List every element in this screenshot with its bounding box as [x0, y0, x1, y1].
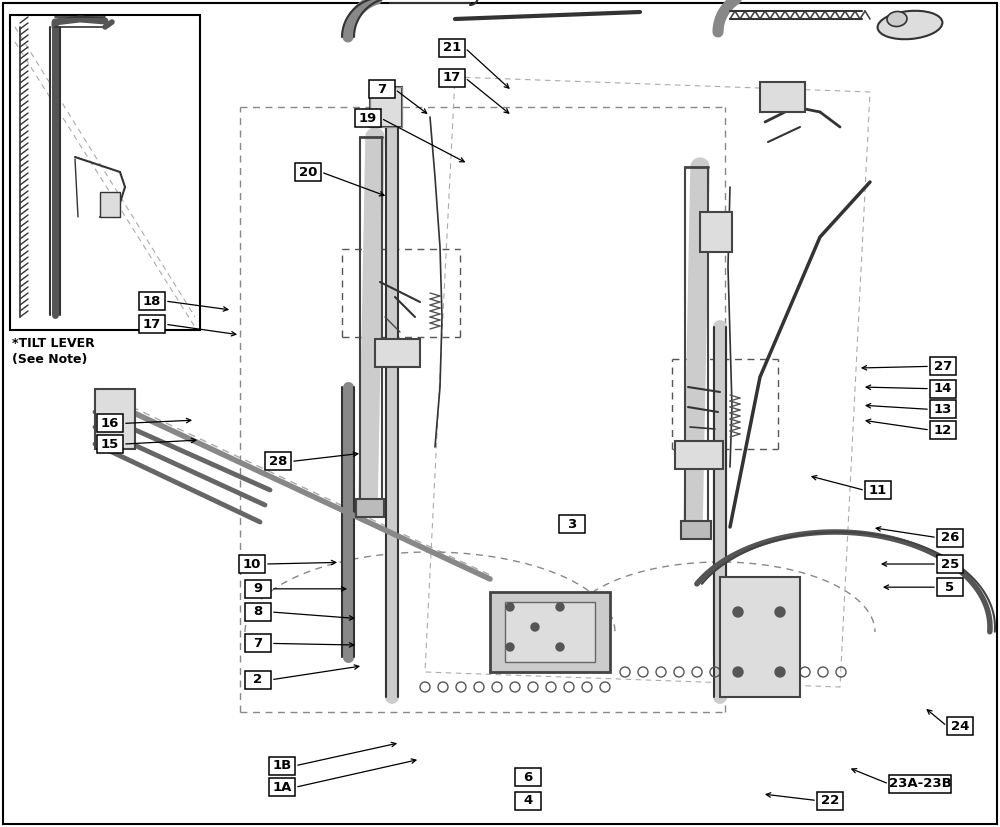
- Text: 28: 28: [269, 455, 287, 468]
- FancyBboxPatch shape: [97, 435, 123, 453]
- Circle shape: [506, 643, 514, 651]
- Bar: [10, 15, 200, 330]
- Text: 17: 17: [443, 71, 461, 84]
- Ellipse shape: [887, 12, 907, 26]
- FancyBboxPatch shape: [937, 555, 963, 573]
- Text: 26: 26: [941, 531, 959, 544]
- FancyBboxPatch shape: [889, 775, 951, 793]
- Text: 14: 14: [934, 382, 952, 395]
- FancyBboxPatch shape: [245, 603, 271, 621]
- FancyBboxPatch shape: [559, 515, 585, 533]
- Text: 13: 13: [934, 403, 952, 416]
- FancyBboxPatch shape: [817, 791, 843, 810]
- Text: 9: 9: [253, 582, 263, 595]
- FancyBboxPatch shape: [515, 768, 541, 786]
- Text: 23A-23B: 23A-23B: [889, 777, 951, 791]
- Text: 2: 2: [253, 673, 263, 686]
- Bar: [700, 212, 732, 252]
- Circle shape: [733, 607, 743, 617]
- Bar: [370, 87, 402, 127]
- Text: (See Note): (See Note): [12, 353, 87, 366]
- FancyBboxPatch shape: [269, 778, 295, 796]
- FancyBboxPatch shape: [245, 580, 271, 598]
- FancyBboxPatch shape: [245, 634, 271, 653]
- Bar: [675, 441, 723, 469]
- FancyBboxPatch shape: [239, 555, 265, 573]
- Text: 27: 27: [934, 360, 952, 373]
- Bar: [490, 592, 610, 672]
- FancyBboxPatch shape: [930, 421, 956, 439]
- FancyBboxPatch shape: [937, 578, 963, 596]
- FancyBboxPatch shape: [139, 292, 165, 310]
- FancyBboxPatch shape: [355, 109, 381, 127]
- Text: *TILT LEVER: *TILT LEVER: [12, 337, 95, 350]
- Text: 5: 5: [945, 581, 955, 594]
- Text: 11: 11: [869, 484, 887, 497]
- FancyBboxPatch shape: [97, 414, 123, 433]
- FancyBboxPatch shape: [269, 757, 295, 775]
- Text: 15: 15: [101, 437, 119, 451]
- Bar: [375, 339, 420, 367]
- Text: 24: 24: [951, 719, 969, 733]
- FancyBboxPatch shape: [937, 528, 963, 547]
- FancyBboxPatch shape: [930, 400, 956, 418]
- Text: 8: 8: [253, 605, 263, 619]
- Bar: [760, 82, 805, 112]
- FancyBboxPatch shape: [295, 163, 321, 181]
- FancyBboxPatch shape: [139, 315, 165, 333]
- Text: 7: 7: [253, 637, 263, 650]
- FancyBboxPatch shape: [930, 357, 956, 375]
- Text: 10: 10: [243, 557, 261, 571]
- Bar: [100, 192, 120, 217]
- FancyBboxPatch shape: [439, 39, 465, 57]
- Text: 7: 7: [377, 83, 387, 96]
- Text: 25: 25: [941, 557, 959, 571]
- Bar: [95, 389, 135, 449]
- Bar: [505, 602, 595, 662]
- Circle shape: [506, 603, 514, 611]
- Text: 3: 3: [567, 518, 577, 531]
- Text: 12: 12: [934, 423, 952, 437]
- Circle shape: [775, 667, 785, 677]
- Text: 21: 21: [443, 41, 461, 55]
- Bar: [720, 577, 800, 697]
- Text: 4: 4: [523, 794, 533, 807]
- Bar: [356, 499, 384, 517]
- Bar: [370, 87, 402, 127]
- FancyBboxPatch shape: [515, 791, 541, 810]
- Text: 17: 17: [143, 318, 161, 331]
- Text: 1B: 1B: [272, 759, 292, 772]
- FancyBboxPatch shape: [865, 481, 891, 500]
- Bar: [681, 521, 711, 539]
- Text: 16: 16: [101, 417, 119, 430]
- Text: 22: 22: [821, 794, 839, 807]
- FancyBboxPatch shape: [439, 69, 465, 87]
- Text: 1A: 1A: [272, 781, 292, 794]
- FancyBboxPatch shape: [947, 717, 973, 735]
- FancyBboxPatch shape: [930, 380, 956, 398]
- FancyBboxPatch shape: [265, 452, 291, 471]
- Text: 19: 19: [359, 112, 377, 125]
- Text: 18: 18: [143, 294, 161, 308]
- FancyBboxPatch shape: [369, 80, 395, 98]
- Text: 20: 20: [299, 165, 317, 179]
- Ellipse shape: [878, 11, 942, 39]
- Text: 6: 6: [523, 771, 533, 784]
- FancyBboxPatch shape: [245, 671, 271, 689]
- Circle shape: [775, 607, 785, 617]
- Circle shape: [531, 623, 539, 631]
- Circle shape: [556, 643, 564, 651]
- Circle shape: [556, 603, 564, 611]
- Circle shape: [733, 667, 743, 677]
